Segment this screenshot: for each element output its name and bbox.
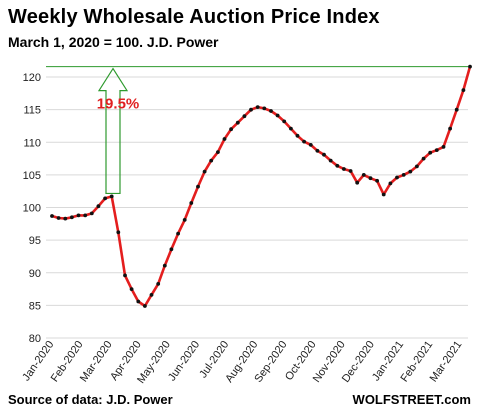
data-point <box>76 213 81 218</box>
data-point <box>375 178 379 183</box>
data-point <box>103 196 107 201</box>
data-point <box>275 113 280 118</box>
y-tick-label: 100 <box>23 203 41 215</box>
data-point <box>289 126 293 131</box>
chart-subtitle: March 1, 2020 = 100. J.D. Power <box>8 34 219 50</box>
data-point <box>129 287 134 291</box>
data-point <box>322 152 326 157</box>
data-point <box>56 216 61 220</box>
data-point <box>50 214 54 218</box>
data-point <box>441 145 446 149</box>
data-point <box>89 211 94 216</box>
brand-note: WOLFSTREET.com <box>352 392 471 407</box>
data-point <box>235 120 240 125</box>
data-point <box>196 184 200 189</box>
data-point <box>388 181 393 186</box>
data-point <box>229 127 234 132</box>
data-point <box>361 173 366 177</box>
y-tick-label: 90 <box>29 268 41 280</box>
data-point <box>368 176 373 181</box>
data-point <box>381 192 386 197</box>
data-point <box>328 158 333 163</box>
data-point <box>109 194 114 199</box>
data-point <box>401 173 406 177</box>
data-point <box>448 126 452 131</box>
y-tick-label: 120 <box>23 72 41 84</box>
data-point <box>70 215 74 220</box>
data-point <box>269 109 273 113</box>
data-point <box>461 88 466 92</box>
data-point <box>83 213 88 218</box>
up-arrow-icon <box>97 67 129 195</box>
data-point <box>308 143 313 147</box>
data-point <box>302 139 306 144</box>
data-point <box>262 106 267 111</box>
series-line <box>51 66 472 308</box>
y-tick-label: 110 <box>23 137 41 149</box>
data-point <box>295 133 300 138</box>
data-point <box>143 304 147 308</box>
data-point <box>182 218 187 222</box>
data-point <box>222 137 227 141</box>
data-point <box>162 263 167 268</box>
data-point <box>415 164 419 169</box>
data-point <box>242 114 247 119</box>
data-point <box>421 156 426 161</box>
data-point <box>395 175 399 180</box>
data-point <box>408 169 413 174</box>
data-point <box>255 105 260 109</box>
data-point <box>315 148 320 153</box>
grid-lines <box>46 76 468 339</box>
data-point <box>149 293 154 297</box>
y-tick-label: 80 <box>29 333 41 345</box>
y-tick-label: 85 <box>29 300 41 312</box>
data-point <box>434 148 439 153</box>
data-point <box>335 163 340 168</box>
data-point <box>96 204 101 209</box>
data-point <box>116 230 121 235</box>
data-point <box>63 216 68 221</box>
data-point <box>189 201 194 205</box>
data-point <box>209 158 214 163</box>
data-point <box>156 282 161 286</box>
data-point <box>468 64 472 69</box>
y-tick-label: 105 <box>23 170 41 182</box>
data-point <box>355 180 360 185</box>
series-layer <box>50 64 472 308</box>
data-point <box>176 231 181 236</box>
data-point <box>123 273 127 278</box>
data-point <box>249 107 253 112</box>
data-point <box>428 150 433 155</box>
data-point <box>136 299 141 304</box>
annotation-layer: 19.5% <box>97 67 140 195</box>
data-point <box>348 169 353 173</box>
data-point <box>202 169 207 174</box>
data-point <box>454 107 459 112</box>
y-tick-label: 115 <box>23 105 41 117</box>
source-note: Source of data: J.D. Power <box>8 392 173 407</box>
chart-title: Weekly Wholesale Auction Price Index <box>8 6 380 28</box>
data-point <box>216 150 220 155</box>
y-tick-label: 95 <box>29 235 41 247</box>
data-point <box>169 247 174 252</box>
annotation-label: 19.5% <box>97 96 140 113</box>
data-point <box>282 119 287 124</box>
data-point <box>342 167 346 171</box>
